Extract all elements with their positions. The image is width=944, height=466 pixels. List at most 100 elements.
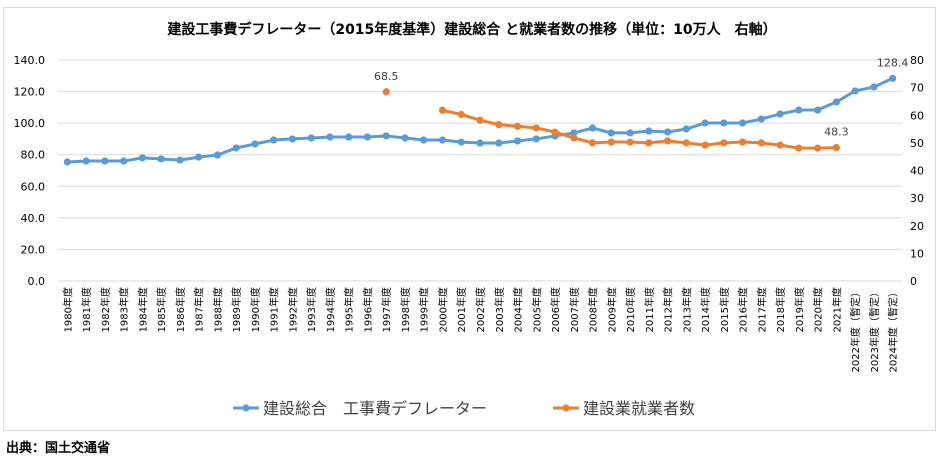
x-tick-label: 2003年度 [493,287,506,332]
legend-marker [242,404,250,412]
x-tick-label: 2014年度 [699,287,712,332]
data-point [738,138,747,146]
x-tick-label: 1995年度 [343,287,356,332]
data-point [176,156,184,164]
legend-marker [562,404,570,412]
data-point [513,137,522,145]
x-tick-label: 2005年度 [530,287,543,332]
y-axis-right: 0 10 20 30 40 50 60 70 80 [910,54,924,288]
data-point [63,158,71,166]
y-tick-label-right: 40 [910,165,924,178]
data-point [607,129,615,137]
y-tick-label-right: 0 [910,275,917,288]
y-tick-label-left: 140.0 [14,54,46,67]
data-point [720,119,728,127]
series-deflator: 128.4 [63,56,908,166]
data-point [326,133,334,141]
x-tick-label: 2013年度 [680,287,693,332]
x-tick-label: 2018年度 [774,287,787,332]
x-tick-label: 2016年度 [737,287,750,332]
x-tick-label: 2001年度 [455,287,468,332]
y-tick-label-right: 20 [910,220,924,233]
series-employment: 68.5 48.3 [374,70,849,152]
x-tick-label: 2021年度 [830,287,843,332]
data-point [120,157,128,165]
y-tick-label-left: 100.0 [14,117,46,130]
data-point [476,116,484,124]
x-tick-label: 1997年度 [380,287,393,332]
data-point [101,157,109,165]
x-tick-label: 1988年度 [211,287,224,332]
data-point [626,129,634,137]
x-tick-label: 1996年度 [361,287,374,332]
data-point [757,139,765,147]
x-tick-label: 1983年度 [118,287,131,332]
x-tick-label: 2023年度（暫定） [868,287,881,372]
x-tick-label: 2020年度 [812,287,825,332]
legend-item: 建設業就業者数 [553,399,695,418]
data-point [776,110,784,118]
data-point [495,121,503,129]
data-point [832,143,840,152]
y-tick-label-right: 60 [910,109,924,122]
y-tick-label-right: 70 [910,82,924,95]
legend-label: 建設総合 工事費デフレーター [263,399,487,418]
x-axis: 1980年度 1981年度 1982年度 1983年度 1984年度 1985年度 1986… [61,287,899,372]
data-point [720,139,728,147]
data-point [457,110,465,119]
data-point [588,124,597,132]
x-tick-label: 1987年度 [193,287,206,332]
data-point [420,136,428,144]
x-tick-label: 1985年度 [155,287,168,332]
x-tick-label: 1998年度 [399,287,412,332]
x-tick-label: 2019年度 [793,287,806,332]
y-tick-label-left: 60.0 [21,180,46,193]
data-point [795,144,803,152]
y-tick-label-left: 20.0 [21,243,46,256]
y-tick-label-right: 80 [910,54,924,67]
x-tick-label: 2017年度 [755,287,768,332]
x-tick-label: 1994年度 [324,287,337,332]
y-tick-label-right: 10 [910,247,924,260]
x-tick-label: 1992年度 [286,287,299,332]
y-tick-label-left: 120.0 [14,86,46,99]
x-tick-label: 2010年度 [624,287,637,332]
data-point [438,136,447,144]
data-point [382,132,390,140]
x-tick-label: 2007年度 [568,287,581,332]
data-point [251,140,259,148]
data-point [157,155,165,163]
data-point [363,133,372,141]
data-point [701,119,709,127]
data-point [832,98,840,106]
data-point [288,135,297,143]
data-point [645,127,653,135]
x-tick-label: 2006年度 [549,287,562,332]
data-point [607,138,615,146]
data-point [814,106,822,114]
y-tick-label-right: 30 [910,192,924,205]
data-point [570,129,578,137]
x-tick-label: 1981年度 [80,287,93,332]
data-point [438,106,447,114]
data-point [870,83,878,91]
x-tick-label: 2024年度（暫定） [887,287,900,372]
data-point [588,139,597,147]
data-point [814,144,822,152]
data-point [682,125,690,133]
x-tick-label: 2009年度 [605,287,618,332]
x-tick-label: 2011年度 [643,287,656,332]
x-tick-label: 2000年度 [436,287,449,332]
data-label: 48.3 [824,126,849,139]
data-point [495,139,503,147]
x-tick-label: 2022年度（暫定） [849,287,862,372]
y-tick-label-left: 0.0 [28,275,46,288]
data-point [738,119,747,127]
data-point [851,87,859,95]
chart-frame [3,7,936,431]
data-point [551,128,559,136]
x-tick-label: 1999年度 [418,287,431,332]
data-label: 68.5 [374,70,399,83]
data-point [757,115,765,123]
source-note: 出典：国土交通省 [6,441,111,456]
